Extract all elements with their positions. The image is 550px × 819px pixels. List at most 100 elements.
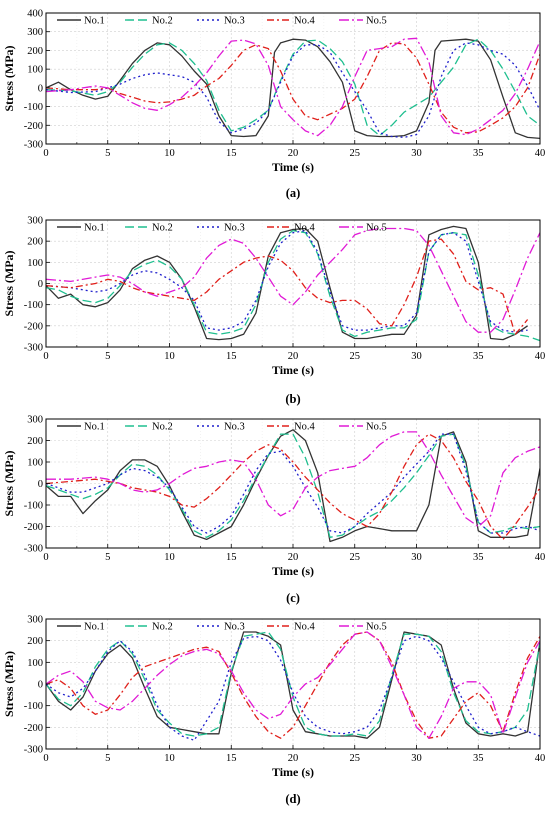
- y-tick-label: -300: [24, 544, 43, 555]
- y-tick-label: 200: [27, 636, 43, 647]
- x-tick-label: 5: [105, 753, 110, 764]
- x-tick-label: 5: [105, 351, 110, 362]
- series-line-no5: [46, 227, 540, 333]
- x-tick-label: 10: [164, 148, 175, 159]
- legend-label: No.3: [224, 622, 245, 633]
- y-tick-label: 200: [27, 436, 43, 447]
- y-tick-label: 100: [27, 658, 43, 669]
- legend-label: No.2: [152, 223, 173, 234]
- legend-label: No.5: [366, 622, 387, 633]
- x-tick-label: 25: [350, 351, 361, 362]
- y-tick-label: 100: [27, 65, 43, 76]
- x-tick-label: 35: [473, 552, 484, 563]
- legend-label: No.4: [294, 622, 315, 633]
- y-tick-label: -200: [24, 121, 43, 132]
- x-tick-label: 10: [164, 351, 175, 362]
- legend-label: No.3: [224, 422, 245, 433]
- series-line-no4: [46, 433, 540, 541]
- x-tick-label: 25: [350, 753, 361, 764]
- y-tick-label: 300: [27, 615, 43, 626]
- legend-label: No.2: [152, 622, 173, 633]
- legend-label: No.5: [366, 16, 387, 27]
- x-tick-label: 35: [473, 148, 484, 159]
- x-tick-label: 25: [350, 148, 361, 159]
- x-axis-label: Time (s): [272, 160, 314, 174]
- x-tick-label: 20: [288, 753, 299, 764]
- x-tick-label: 40: [535, 148, 546, 159]
- x-tick-label: 40: [535, 351, 546, 362]
- y-tick-label: -300: [24, 140, 43, 151]
- y-tick-label: -200: [24, 321, 43, 332]
- x-tick-label: 30: [411, 148, 422, 159]
- chart-panel-d: 0 5 10 15 20 25 30 35 40 -300 -200 -100 0 100 200 300 Ti…: [2, 615, 545, 807]
- y-tick-label: 300: [27, 415, 43, 426]
- chart-panel-b: 0 5 10 15 20 25 30 35 40 -300 -200 -100 0 100 200 300 Ti…: [2, 216, 545, 407]
- legend-label: No.3: [224, 16, 245, 27]
- series-line-no1: [46, 38, 540, 140]
- y-tick-label: -100: [24, 102, 43, 113]
- x-tick-label: 40: [535, 552, 546, 563]
- series-line-no1: [46, 225, 528, 341]
- series-line-no4: [46, 631, 540, 739]
- x-tick-label: 20: [288, 148, 299, 159]
- y-tick-label: 200: [27, 237, 43, 248]
- x-tick-label: 10: [164, 753, 175, 764]
- legend-label: No.2: [152, 16, 173, 27]
- series-line-no4: [46, 42, 540, 134]
- y-tick-label: -100: [24, 300, 43, 311]
- legend-label: No.3: [224, 223, 245, 234]
- x-tick-label: 20: [288, 552, 299, 563]
- y-tick-label: 0: [38, 279, 43, 290]
- x-tick-label: 30: [411, 552, 422, 563]
- legend-label: No.5: [366, 223, 387, 234]
- grid: [46, 419, 540, 548]
- chart-panel-c: 0 5 10 15 20 25 30 35 40 -300 -200 -100 0 100 200 300 Ti…: [2, 415, 545, 606]
- y-axis-label: Stress (MPa): [2, 450, 16, 516]
- x-tick-label: 25: [350, 552, 361, 563]
- panel-label: (c): [286, 591, 300, 605]
- y-tick-label: 300: [27, 216, 43, 227]
- legend: No.1 No.2 No.3 No.4 No.5: [57, 622, 387, 633]
- x-axis-label: Time (s): [272, 564, 314, 578]
- grid: [46, 220, 540, 347]
- panel-label: (b): [285, 392, 300, 406]
- x-tick-label: 30: [411, 753, 422, 764]
- x-tick-label: 0: [43, 148, 48, 159]
- series-line-no3: [46, 433, 540, 534]
- x-axis-label: Time (s): [272, 363, 314, 377]
- legend-label: No.2: [152, 422, 173, 433]
- chart-panel-a: 0 5 10 15 20 25 30 35 40 -300 -200 -100 0 100 200 300 40…: [2, 9, 545, 201]
- panel-label: (d): [285, 792, 300, 806]
- series-line-no2: [46, 229, 540, 342]
- x-tick-label: 0: [43, 753, 48, 764]
- legend: No.1 No.2 No.3 No.4 No.5: [57, 223, 387, 234]
- x-tick-label: 15: [226, 753, 237, 764]
- y-tick-label: 0: [38, 83, 43, 94]
- y-tick-label: 0: [38, 479, 43, 490]
- legend-label: No.5: [366, 422, 387, 433]
- y-tick-label: -300: [24, 745, 43, 756]
- x-tick-label: 15: [226, 148, 237, 159]
- x-tick-label: 0: [43, 552, 48, 563]
- y-tick-label: -200: [24, 522, 43, 533]
- y-tick-label: -300: [24, 343, 43, 354]
- x-tick-label: 0: [43, 351, 48, 362]
- series-group: [46, 429, 540, 543]
- legend-label: No.1: [84, 622, 105, 633]
- x-tick-label: 40: [535, 753, 546, 764]
- y-tick-label: 200: [27, 46, 43, 57]
- legend: No.1 No.2 No.3 No.4 No.5: [57, 422, 387, 433]
- legend-label: No.4: [294, 16, 315, 27]
- series-line-no1: [46, 429, 540, 543]
- x-tick-label: 35: [473, 351, 484, 362]
- panel-label: (a): [286, 186, 301, 200]
- x-tick-label: 35: [473, 753, 484, 764]
- y-axis-label: Stress (MPa): [2, 45, 16, 111]
- y-axis-label: Stress (MPa): [2, 250, 16, 316]
- x-tick-label: 30: [411, 351, 422, 362]
- y-tick-label: -100: [24, 701, 43, 712]
- series-line-no2: [46, 433, 540, 538]
- series-line-no1: [46, 631, 540, 739]
- y-tick-label: -100: [24, 501, 43, 512]
